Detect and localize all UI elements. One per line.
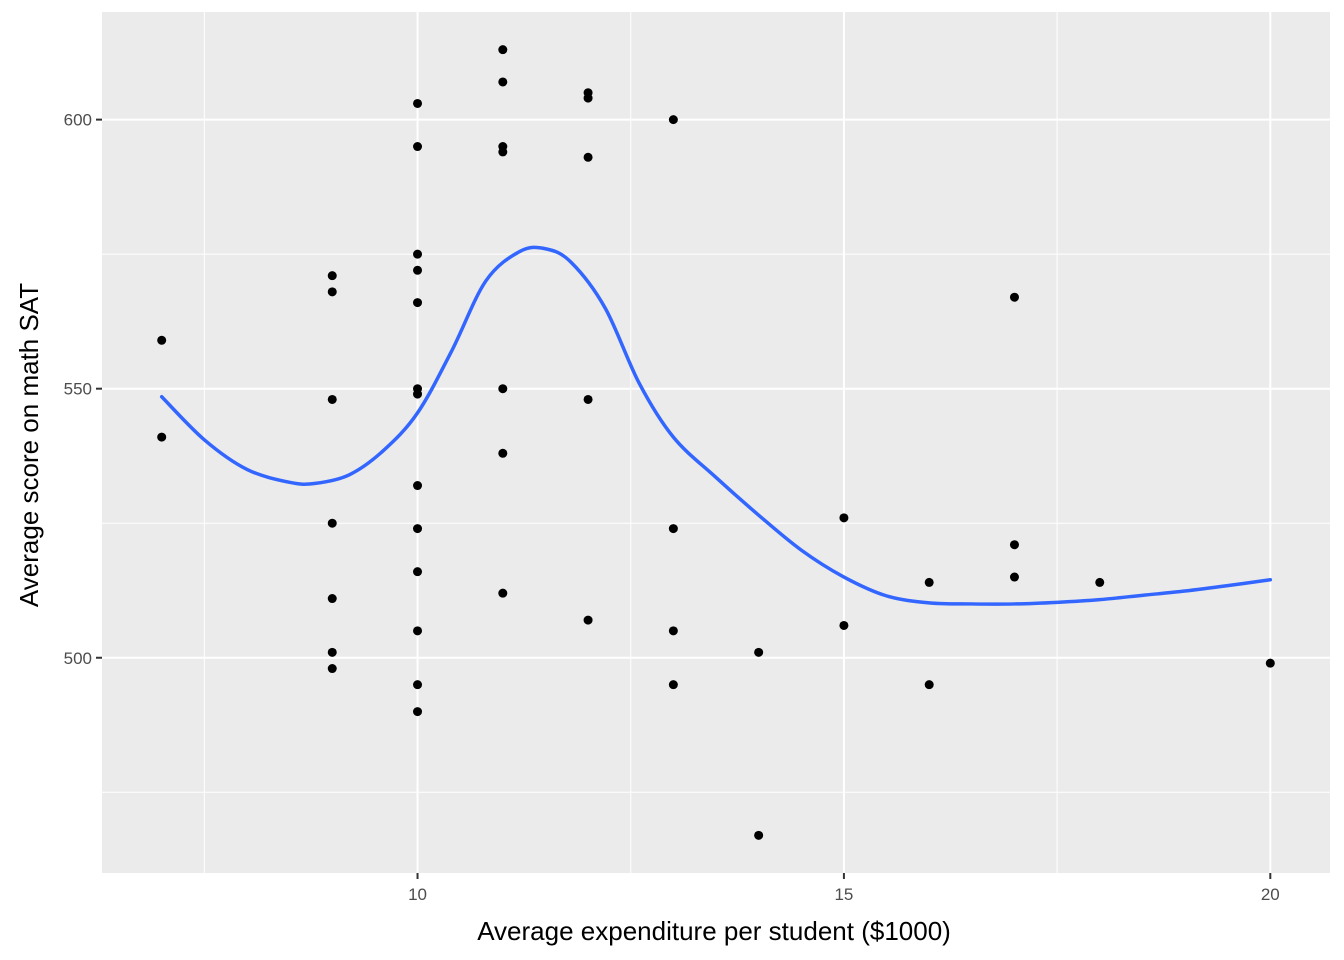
data-point bbox=[327, 664, 337, 674]
x-tick-label: 20 bbox=[1261, 885, 1280, 904]
data-point bbox=[1009, 572, 1019, 582]
y-tick-label: 500 bbox=[64, 649, 92, 668]
data-point bbox=[413, 481, 423, 491]
data-point bbox=[839, 513, 849, 523]
data-point bbox=[1095, 577, 1105, 587]
data-point bbox=[754, 647, 764, 657]
data-point bbox=[924, 680, 934, 690]
data-point bbox=[157, 432, 167, 442]
data-point bbox=[668, 115, 678, 125]
data-point bbox=[413, 626, 423, 636]
data-point bbox=[413, 680, 423, 690]
x-tick-label: 15 bbox=[834, 885, 853, 904]
data-point bbox=[413, 524, 423, 534]
data-point bbox=[583, 93, 593, 103]
data-point bbox=[413, 707, 423, 717]
x-axis-title: Average expenditure per student ($1000) bbox=[477, 916, 951, 946]
data-point bbox=[754, 830, 764, 840]
data-point bbox=[413, 298, 423, 308]
data-point bbox=[327, 518, 337, 528]
data-point bbox=[413, 265, 423, 275]
plot-panel bbox=[102, 12, 1330, 873]
data-point bbox=[413, 249, 423, 259]
data-point bbox=[327, 394, 337, 404]
data-point bbox=[327, 647, 337, 657]
x-axis: 10 15 20 bbox=[408, 873, 1280, 904]
data-point bbox=[668, 626, 678, 636]
data-point bbox=[498, 588, 508, 598]
data-point bbox=[327, 287, 337, 297]
grid-lines bbox=[102, 12, 1330, 873]
y-axis-title: Average score on math SAT bbox=[14, 283, 44, 607]
data-point bbox=[924, 577, 934, 587]
data-point bbox=[668, 524, 678, 534]
data-point bbox=[327, 271, 337, 281]
data-point bbox=[583, 615, 593, 625]
data-point bbox=[413, 98, 423, 108]
data-point bbox=[1009, 292, 1019, 302]
data-point bbox=[498, 147, 508, 157]
data-point bbox=[498, 45, 508, 55]
data-point bbox=[1009, 540, 1019, 550]
y-tick-label: 600 bbox=[64, 111, 92, 130]
y-axis: 500 550 600 bbox=[64, 111, 102, 668]
data-point bbox=[157, 335, 167, 345]
data-point bbox=[327, 594, 337, 604]
data-point bbox=[413, 567, 423, 577]
data-point bbox=[498, 77, 508, 87]
data-point bbox=[413, 389, 423, 399]
data-point bbox=[498, 448, 508, 458]
data-point bbox=[668, 680, 678, 690]
data-point bbox=[413, 142, 423, 152]
data-point bbox=[583, 152, 593, 162]
y-tick-label: 550 bbox=[64, 380, 92, 399]
data-point bbox=[839, 620, 849, 630]
data-point bbox=[498, 384, 508, 394]
points-layer bbox=[157, 45, 1275, 840]
smooth-curve-layer bbox=[159, 245, 1273, 606]
data-point bbox=[583, 394, 593, 404]
smooth-curve bbox=[159, 245, 1273, 606]
x-tick-label: 10 bbox=[408, 885, 427, 904]
data-point bbox=[1265, 658, 1275, 668]
